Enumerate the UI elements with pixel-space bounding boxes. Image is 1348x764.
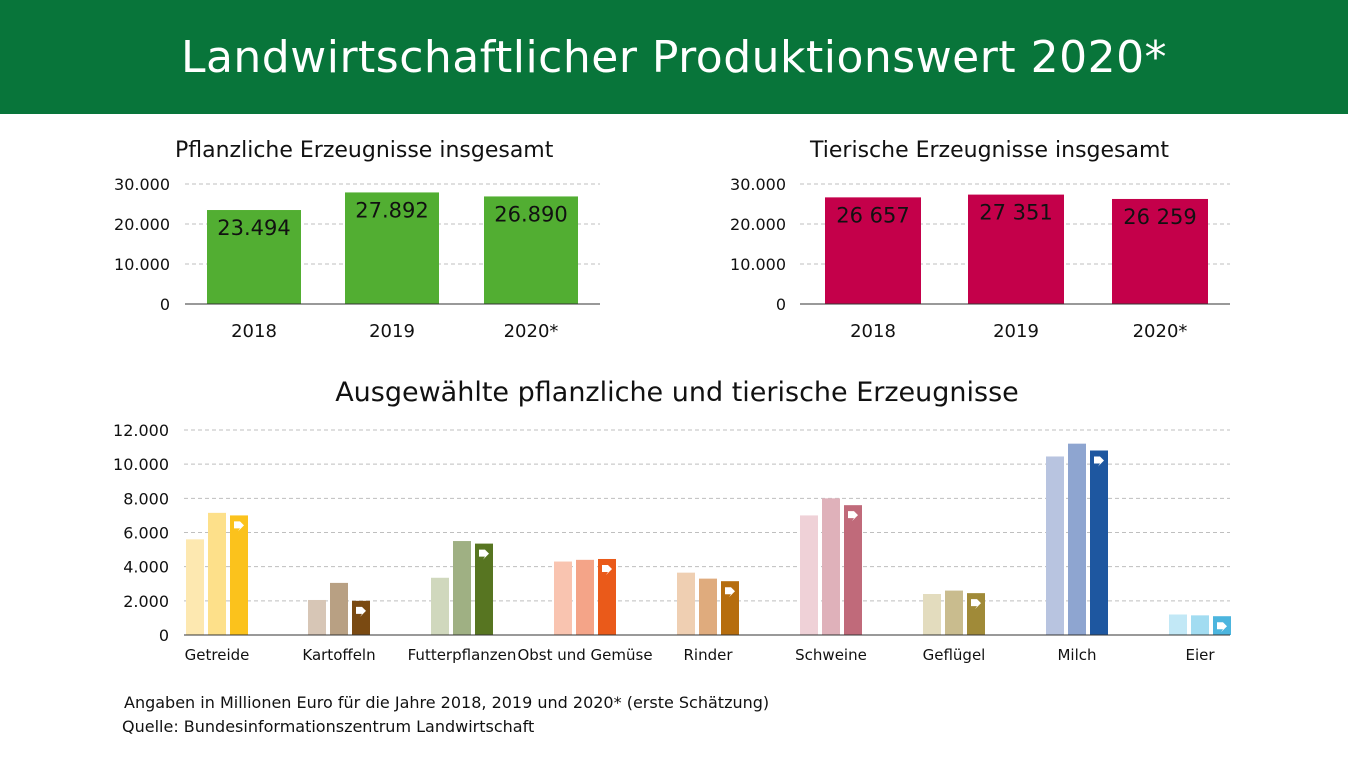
bar <box>923 594 941 635</box>
bar <box>822 498 840 635</box>
x-tick-label: Schweine <box>795 646 867 664</box>
y-tick-label: 12.000 <box>113 421 169 440</box>
x-tick-label: Futterpflanzen <box>408 646 517 664</box>
y-tick-label: 6.000 <box>123 524 169 543</box>
x-tick-label: Obst und Gemüse <box>517 646 652 664</box>
bar <box>1169 614 1187 635</box>
page-title: Landwirtschaftlicher Produktionswert 202… <box>180 31 1168 83</box>
bar <box>475 543 493 635</box>
x-tick-label: Kartoffeln <box>302 646 375 664</box>
bar <box>844 505 862 635</box>
bar <box>207 210 301 304</box>
estimate-arrow-icon <box>1217 620 1227 633</box>
bar <box>1046 456 1064 635</box>
bar <box>484 196 578 304</box>
y-tick-label: 4.000 <box>123 558 169 577</box>
bar <box>1191 615 1209 635</box>
bar <box>352 600 370 635</box>
y-tick-label: 20.000 <box>730 215 786 234</box>
bar-value-label: 27 351 <box>979 201 1052 225</box>
x-tick-label: 2019 <box>369 321 415 342</box>
estimate-arrow-icon <box>479 547 489 560</box>
x-tick-label: 2019 <box>993 321 1039 342</box>
bar <box>186 539 204 635</box>
estimate-arrow-icon <box>1094 454 1104 467</box>
x-tick-label: 2020* <box>504 321 559 342</box>
header-banner: Landwirtschaftlicher Produktionswert 202… <box>0 0 1348 114</box>
estimate-arrow-icon <box>848 509 858 522</box>
y-tick-label: 20.000 <box>114 215 170 234</box>
x-tick-label: Milch <box>1057 646 1096 664</box>
bar <box>330 582 348 635</box>
bar <box>554 561 572 635</box>
x-tick-label: 2020* <box>1133 321 1188 342</box>
x-tick-label: Getreide <box>185 646 250 664</box>
bar <box>1112 198 1208 304</box>
bar-value-label: 26 259 <box>1123 205 1196 229</box>
y-tick-label: 0 <box>159 626 169 645</box>
y-tick-label: 10.000 <box>113 455 169 474</box>
bar <box>968 194 1064 304</box>
x-tick-label: Geflügel <box>923 646 986 664</box>
x-tick-label: 2018 <box>850 321 896 342</box>
y-tick-label: 2.000 <box>123 592 169 611</box>
bar <box>345 192 439 304</box>
bar-value-label: 27.892 <box>355 198 428 222</box>
chart-title: Pflanzliche Erzeugnisse insgesamt <box>175 138 554 163</box>
source-note: Quelle: Bundesinformationszentrum Landwi… <box>122 717 535 736</box>
bar <box>945 590 963 635</box>
chart-title: Ausgewählte pflanzliche und tierische Er… <box>335 377 1019 408</box>
bar <box>699 578 717 635</box>
estimate-arrow-icon <box>602 562 612 575</box>
units-note: Angaben in Millionen Euro für die Jahre … <box>124 693 770 712</box>
estimate-arrow-icon <box>725 585 735 598</box>
bar <box>308 599 326 635</box>
bar <box>453 541 471 635</box>
bar <box>576 559 594 635</box>
estimate-arrow-icon <box>971 597 981 610</box>
y-tick-label: 8.000 <box>123 489 169 508</box>
y-tick-label: 0 <box>776 295 786 314</box>
bar-value-label: 26.890 <box>494 202 567 226</box>
y-tick-label: 30.000 <box>730 175 786 194</box>
estimate-arrow-icon <box>234 519 244 532</box>
bar <box>825 197 921 304</box>
x-tick-label: Rinder <box>683 646 733 664</box>
bar <box>208 512 226 635</box>
y-tick-label: 10.000 <box>114 255 170 274</box>
bar <box>721 581 739 635</box>
bar <box>230 515 248 635</box>
bar <box>677 572 695 635</box>
bar <box>598 558 616 635</box>
y-tick-label: 0 <box>160 295 170 314</box>
bar-value-label: 26 657 <box>836 203 909 227</box>
y-tick-label: 10.000 <box>730 255 786 274</box>
chart-title: Tierische Erzeugnisse insgesamt <box>809 138 1169 163</box>
bar-value-label: 23.494 <box>217 216 290 240</box>
bar <box>1068 443 1086 635</box>
estimate-arrow-icon <box>356 604 366 617</box>
x-tick-label: Eier <box>1185 646 1215 664</box>
x-tick-label: 2018 <box>231 321 277 342</box>
y-tick-label: 30.000 <box>114 175 170 194</box>
bar <box>1090 450 1108 635</box>
bar <box>800 515 818 635</box>
bar <box>431 577 449 635</box>
